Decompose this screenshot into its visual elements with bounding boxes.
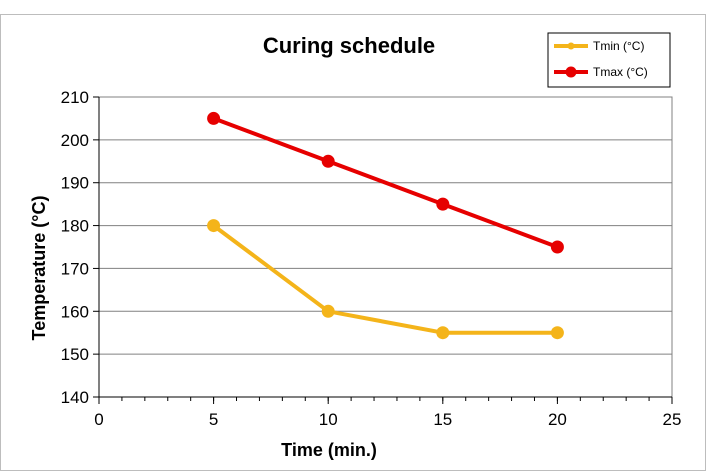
plot-background: [98, 96, 673, 398]
x-tick-label: 0: [94, 410, 103, 429]
legend-swatch-marker: [565, 66, 577, 78]
y-tick-label: 210: [61, 88, 89, 107]
x-tick-label: 20: [548, 410, 567, 429]
data-point-tmax: [436, 197, 450, 211]
legend-label: Tmin (°C): [593, 39, 644, 53]
x-axis-title: Time (min.): [281, 440, 377, 460]
legend: Tmin (°C) Tmax (°C): [547, 32, 671, 88]
y-tick-label: 170: [61, 259, 89, 278]
data-point-tmin: [207, 219, 221, 233]
legend-label: Tmax (°C): [593, 65, 648, 79]
x-tick-label: 15: [433, 410, 452, 429]
series-line-tmax: [212, 116, 559, 249]
x-tick-label: 25: [663, 410, 682, 429]
y-tick-label: 140: [61, 388, 89, 407]
legend-swatch-marker: [567, 42, 575, 50]
x-tick-label: 5: [209, 410, 218, 429]
data-point-tmax: [321, 154, 335, 168]
data-point-tmax: [550, 240, 564, 254]
plot-area: 140 150 160 170 180 190 200 210 0 5 10 15 20 25: [61, 88, 682, 429]
series-line-tmin: [212, 223, 558, 335]
data-point-tmin: [321, 304, 335, 318]
y-tick-label: 200: [61, 131, 89, 150]
y-tick-label: 150: [61, 345, 89, 364]
y-tick-label: 190: [61, 174, 89, 193]
legend-box: [547, 32, 671, 88]
y-tick-label: 160: [61, 302, 89, 321]
data-point-tmax: [207, 111, 221, 125]
chart-title: Curing schedule: [263, 33, 435, 58]
y-axis-title: Temperature (°C): [29, 196, 49, 341]
data-point-tmin: [436, 326, 450, 340]
x-tick-label: 10: [319, 410, 338, 429]
y-tick-label: 180: [61, 217, 89, 236]
data-point-tmin: [550, 326, 564, 340]
